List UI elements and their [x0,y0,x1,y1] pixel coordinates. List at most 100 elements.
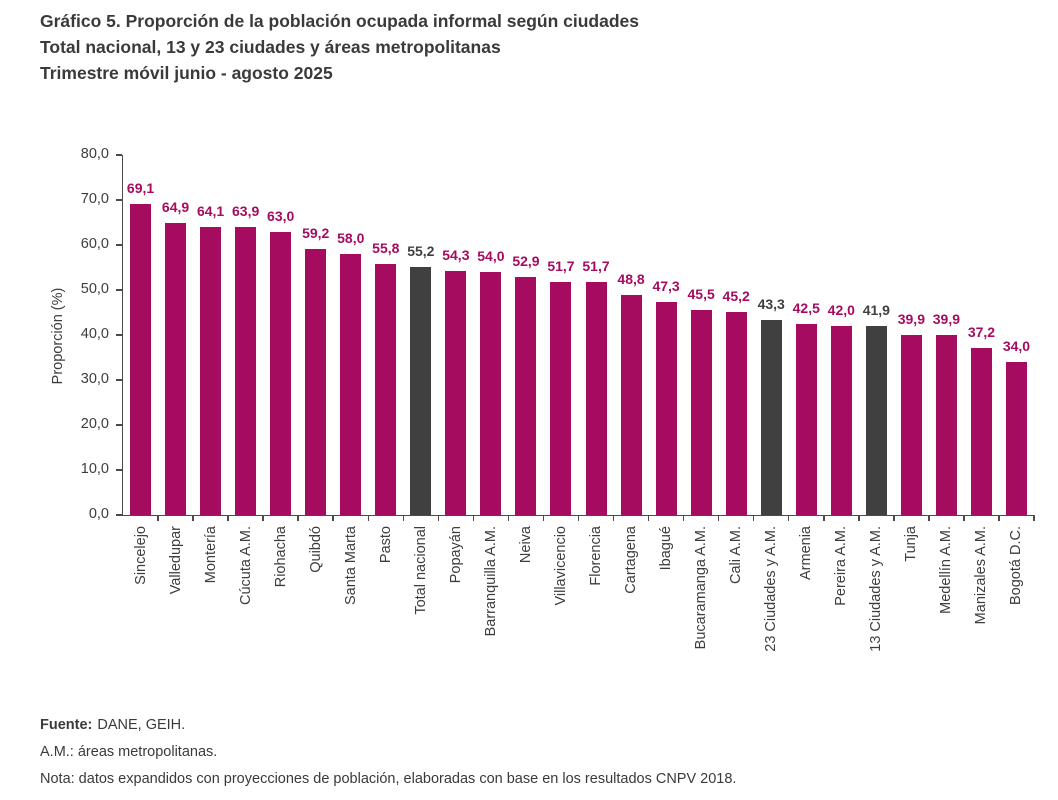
source-text: DANE, GEIH. [97,717,186,733]
bar-value-label: 34,0 [1002,338,1031,354]
bar-value-label: 43,3 [757,296,785,313]
x-axis-tick [542,515,545,521]
bar-value-label: 45,5 [687,286,715,303]
bar [445,270,467,515]
am-note-line: A.M.: áreas metropolitanas. [40,744,218,760]
bar-value-label: 54,0 [477,248,505,264]
x-axis-tick [612,515,615,521]
bar [620,295,642,515]
bar [235,227,257,515]
x-axis-tick [823,515,825,521]
chart-title-line-2: Total nacional, 13 y 23 ciudades y áreas… [40,37,501,57]
x-axis-tick [367,515,370,521]
y-axis-tick-label: 70,0 [80,191,109,207]
bar-value-label: 39,9 [897,311,925,328]
y-axis-tick [115,469,122,471]
y-axis-tick-label: 10,0 [80,461,109,477]
bar-value-label: 52,9 [512,252,540,269]
x-axis-tick [297,515,299,521]
y-axis-tick [115,514,122,516]
footer-notes: Fuente: DANE, GEIH. A.M.: áreas metropoli… [40,712,736,793]
y-axis-tick [115,379,122,381]
bar-value-label: 42,5 [792,299,820,316]
bar-value-label: 37,2 [967,323,996,340]
x-axis-tick [437,515,440,521]
y-axis-tick [115,424,122,426]
bar-value-label: 63,9 [232,203,260,220]
x-axis-tick [893,515,895,521]
y-axis-tick-label: 0,0 [88,506,109,522]
bar-value-label: 55,8 [372,239,400,256]
bar [375,263,397,515]
bar [585,282,607,515]
source-line: Fuente: DANE, GEIH. [40,712,736,739]
y-axis-tick [115,199,122,201]
bar-value-label: 59,2 [302,224,330,241]
x-axis-tick [402,515,405,521]
bar [480,272,502,515]
x-axis-tick [647,515,650,521]
y-axis-tick-label: 50,0 [80,281,109,297]
bar [935,335,957,515]
y-axis-tick [115,289,122,291]
bar-value-label: 47,3 [652,278,680,295]
x-axis-tick [787,515,790,521]
bar [515,276,537,515]
x-axis-tick [963,515,965,521]
y-axis-tick-label: 20,0 [80,416,109,432]
nota-line: Nota: datos expandidos con proyecciones … [40,771,737,787]
x-axis-tick [858,515,860,521]
bar [340,254,362,515]
x-axis-tick [192,515,194,521]
bar [165,222,187,515]
y-axis-tick-label: 40,0 [80,326,109,342]
bar [130,204,152,515]
y-axis-tick-label: 30,0 [80,371,109,387]
y-axis-tick-label: 80,0 [80,146,109,162]
bar [970,347,992,515]
x-axis-tick [998,515,1000,521]
bar-value-label: 54,3 [442,246,470,263]
bar [200,226,222,515]
bar-value-label: 45,2 [722,287,750,304]
bar-value-label: 51,7 [547,258,575,275]
bar-value-label: 55,2 [407,242,435,259]
x-axis-tick [157,515,159,521]
source-label: Fuente: [40,717,93,733]
bar [795,323,817,515]
bar [690,310,712,515]
x-axis-tick [227,515,229,521]
bar [655,302,677,515]
x-axis-tick [577,515,580,521]
bar-value-label: 41,9 [862,302,890,319]
chart-title-line-1: Gráfico 5. Proporción de la población oc… [40,11,639,31]
bar-value-label: 69,1 [126,180,155,197]
bar [410,266,432,515]
bar [1005,362,1027,515]
bar [900,335,922,515]
x-axis-tick [507,515,510,521]
bar [550,282,572,515]
y-axis-tick [115,244,122,246]
bar-value-label: 42,0 [827,302,855,318]
y-axis-tick [115,334,122,336]
x-axis-tick [682,515,685,521]
x-axis-tick [262,515,264,521]
x-axis-tick [332,515,334,521]
y-axis-tick [115,154,122,156]
bar-value-label: 48,8 [617,271,645,288]
bar [865,326,887,515]
x-axis-tick [752,515,755,521]
x-axis-tick [928,515,930,521]
bar-value-label: 51,7 [582,258,610,275]
x-axis-tick [1033,515,1035,521]
bar-value-label: 58,0 [337,230,365,246]
bar [760,320,782,515]
bar-value-label: 39,9 [932,311,961,328]
bar-chart-plot-area: Proporción (%) 0,0 10,0 20,0 30,0 40,0 50,0 60… [50,146,1035,652]
x-axis-tick [717,515,720,521]
y-axis-tick-label: 60,0 [80,236,109,252]
bar [270,231,292,515]
chart-title-block: Gráfico 5. Proporción de la población oc… [40,8,639,86]
